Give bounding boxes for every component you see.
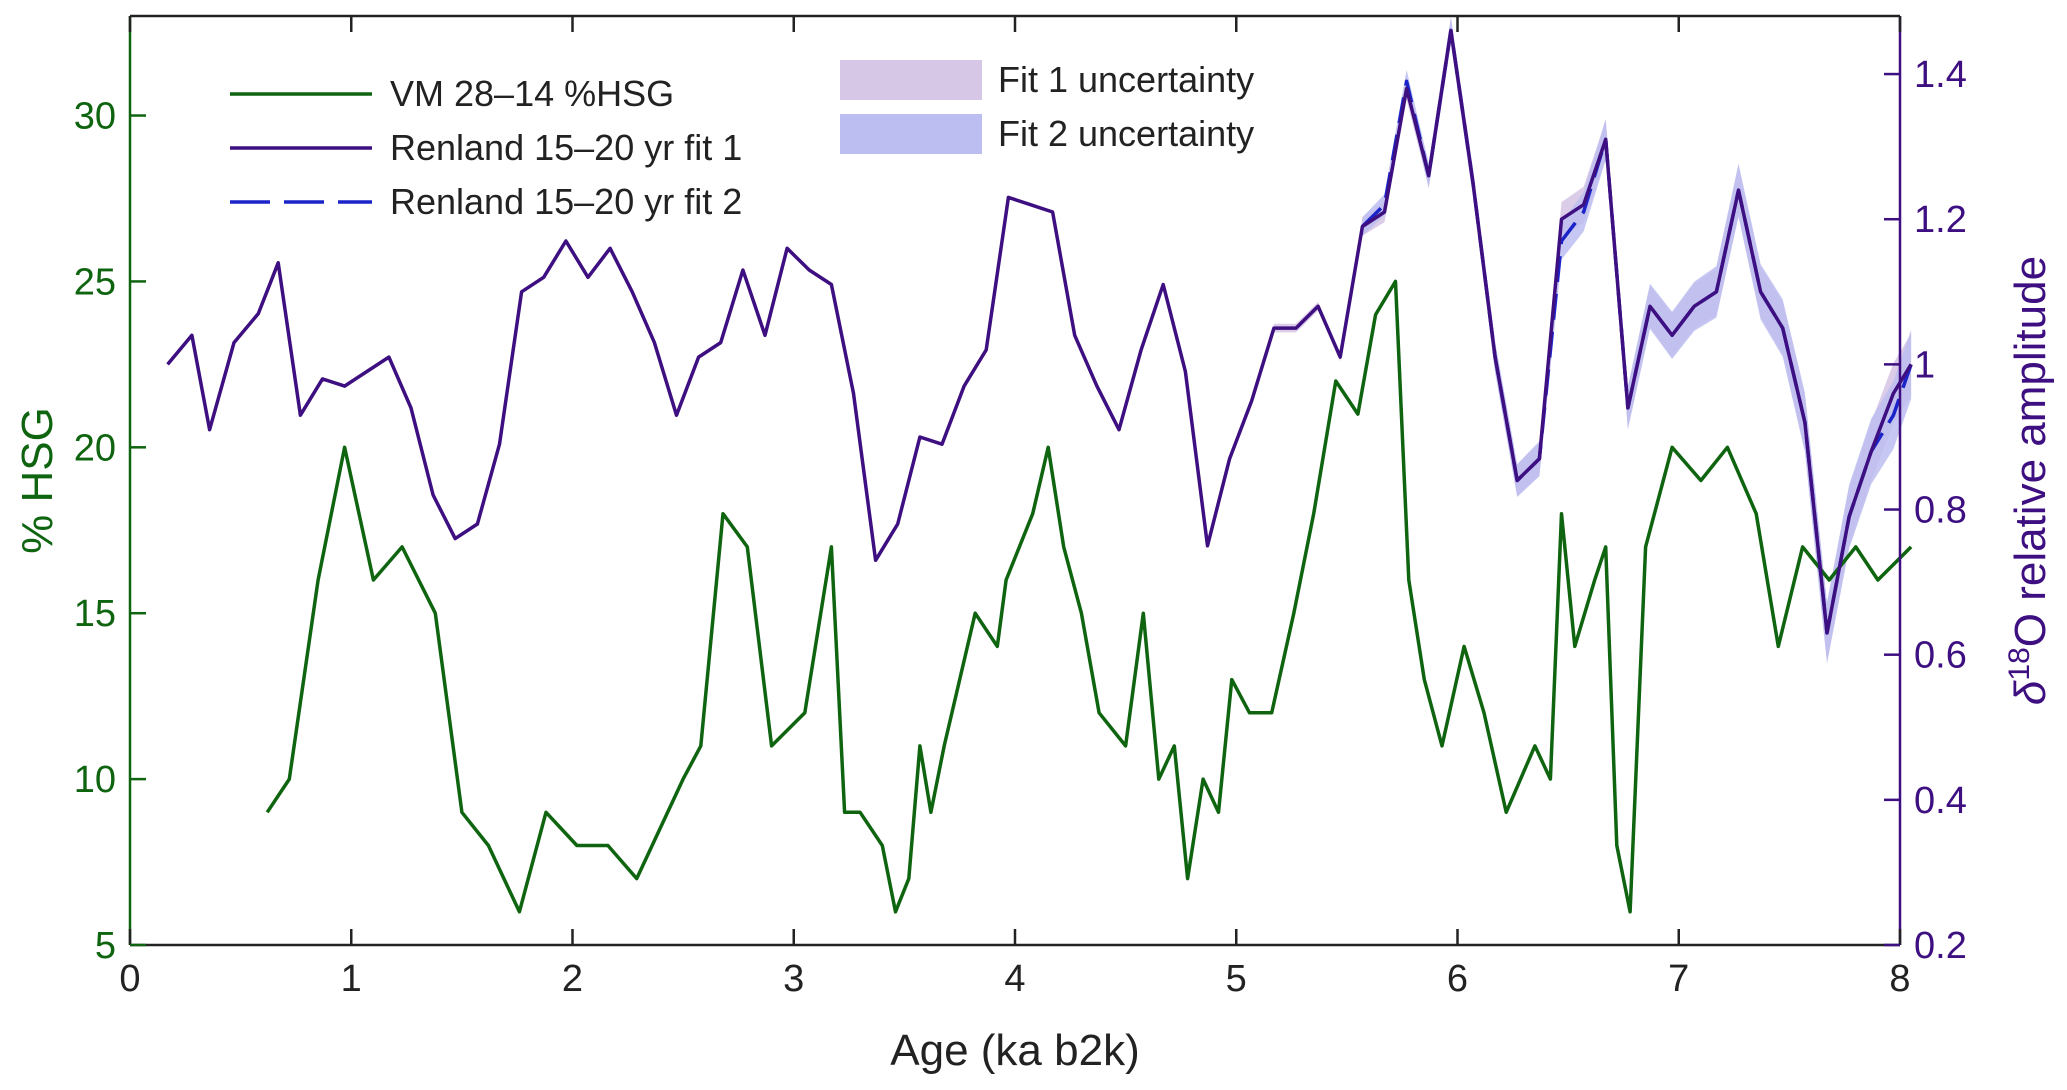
fit2-uncertainty-band: [1362, 17, 1912, 664]
x-tick-label: 6: [1447, 958, 1468, 1000]
left-y-tick-label: 30: [74, 96, 116, 138]
legend-band-label-1: Fit 1 uncertainty: [998, 59, 1254, 100]
x-tick-label: 2: [562, 958, 583, 1000]
hsg-series-line: [265, 279, 1913, 914]
right-y-axis-label-delta: δ: [2006, 680, 2055, 705]
x-tick-label: 5: [1226, 958, 1247, 1000]
left-y-tick-label: 20: [74, 427, 116, 469]
fit2-series-line: [1361, 28, 1913, 635]
x-axis-label: Age (ka b2k): [890, 1026, 1139, 1075]
x-tick-label: 4: [1004, 958, 1025, 1000]
x-tick-label: 8: [1889, 958, 1910, 1000]
right-y-tick-label: 1: [1914, 344, 1935, 386]
right-y-tick-label: 1.4: [1914, 54, 1967, 96]
right-y-tick-label: 0.8: [1914, 490, 1967, 532]
right-y-tick-label: 1.2: [1914, 199, 1967, 241]
right-y-axis-label: δ18O relative amplitude: [2003, 256, 2055, 705]
legend-band-label-2: Fit 2 uncertainty: [998, 113, 1254, 154]
x-tick-label: 3: [783, 958, 804, 1000]
left-y-tick-label: 15: [74, 593, 116, 635]
right-y-tick-label: 0.4: [1914, 780, 1967, 822]
legend-band-swatch-2: [840, 114, 982, 154]
left-y-tick-label: 10: [74, 759, 116, 801]
right-y-tick-label: 0.2: [1914, 925, 1967, 967]
x-tick-label: 7: [1668, 958, 1689, 1000]
right-y-axis-label-text: O relative amplitude: [2006, 256, 2055, 647]
x-tick-label: 0: [119, 958, 140, 1000]
fit1-series-line: [166, 28, 1913, 635]
left-y-tick-label: 5: [95, 925, 116, 967]
legend-band-swatch-1: [840, 60, 982, 100]
axes: 0 1 2 3 4 5 6 7 8 5 10 15 20 25 30 0.2 0.4 0.6 0.8 1 1.2 1.4 A…: [13, 14, 2055, 1075]
legend-label-3: Renland 15–20 yr fit 2: [390, 181, 742, 222]
x-tick-label: 1: [341, 958, 362, 1000]
right-y-tick-label: 0.6: [1914, 635, 1967, 677]
right-y-axis-label-superscript: 18: [2003, 647, 2036, 680]
series-lines: [166, 28, 1913, 914]
legend-label-2: Renland 15–20 yr fit 1: [390, 127, 742, 168]
legend-label-1: VM 28–14 %HSG: [390, 73, 674, 114]
left-y-tick-label: 25: [74, 261, 116, 303]
left-y-axis-label: % HSG: [13, 407, 62, 554]
legend: VM 28–14 %HSG Renland 15–20 yr fit 1 Renla…: [230, 59, 1254, 222]
